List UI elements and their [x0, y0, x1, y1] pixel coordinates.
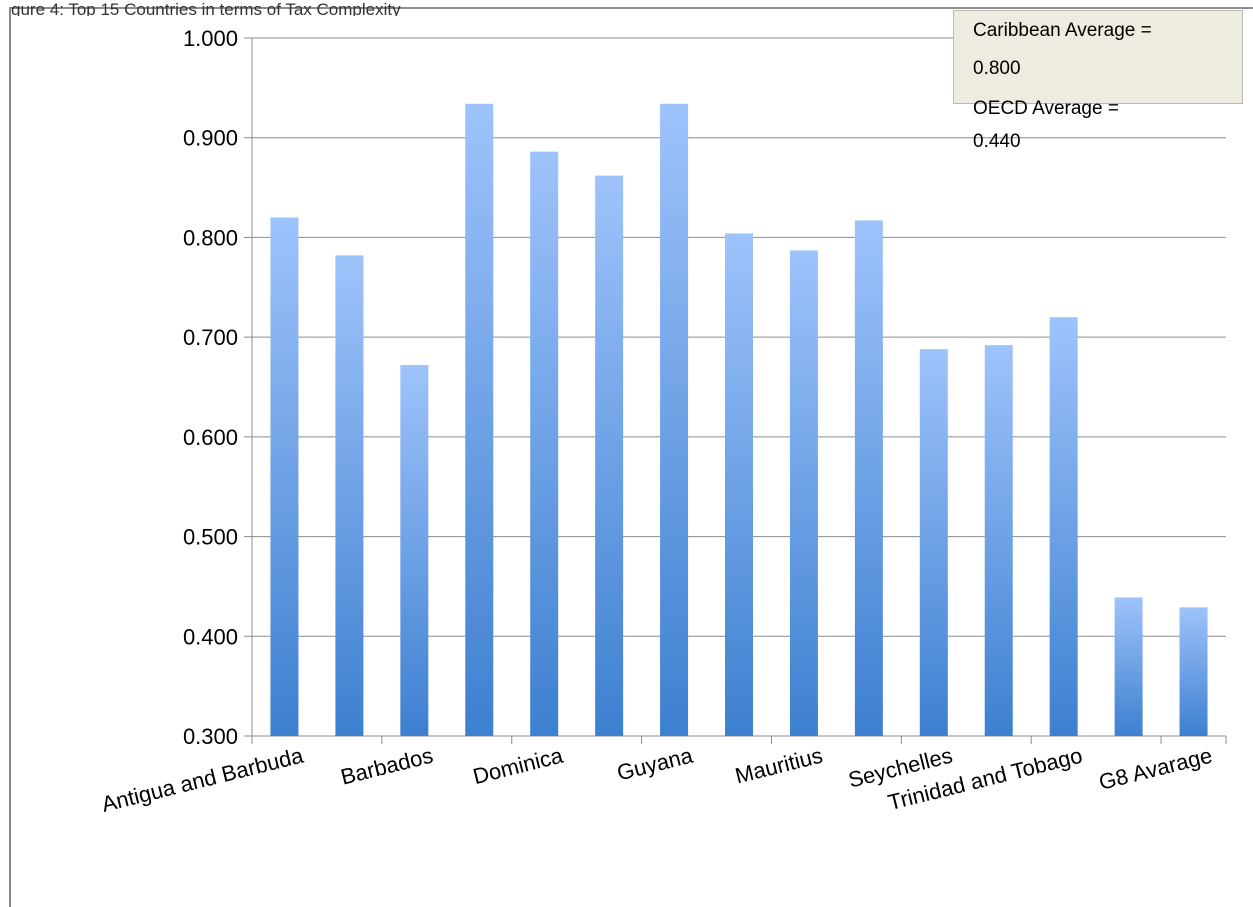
y-tick-label: 0.700	[183, 325, 238, 350]
x-category-label: Antigua and Barbuda	[99, 742, 306, 816]
bar	[270, 217, 299, 736]
bar	[465, 103, 494, 737]
y-tick-label: 0.600	[183, 425, 238, 450]
bar	[984, 345, 1013, 736]
bar	[400, 365, 429, 736]
cut-off-caption: gure 4: Top 15 Countries in terms of Tax…	[11, 0, 401, 16]
caribbean-average-label: Caribbean Average =	[973, 20, 1152, 41]
x-category-label: G8 Avarage	[1096, 743, 1214, 795]
bar	[660, 103, 689, 737]
y-tick-label: 0.300	[183, 724, 238, 749]
y-tick-label: 0.900	[183, 126, 238, 151]
oecd-average-label: OECD Average =	[973, 98, 1119, 119]
y-tick-label: 0.400	[183, 624, 238, 649]
x-category-label: Mauritius	[732, 743, 825, 789]
bar	[789, 250, 818, 737]
bar	[919, 349, 948, 736]
bar	[1179, 607, 1208, 736]
bar	[854, 220, 883, 736]
bars	[270, 103, 1208, 737]
annotation-box	[953, 10, 1243, 104]
y-tick-label: 1.000	[183, 26, 238, 51]
chart-frame: gure 4: Top 15 Countries in terms of Tax…	[9, 0, 1253, 907]
bar	[1049, 317, 1078, 736]
caribbean-average-value: 0.800	[973, 58, 1021, 79]
x-category-label: Barbados	[338, 743, 435, 790]
y-tick-labels: 0.300 0.400 0.500 0.600 0.700 0.800 0.900 1.000	[183, 26, 238, 749]
bar	[595, 175, 624, 736]
bar	[530, 151, 559, 736]
x-category-label: Guyana	[614, 742, 696, 785]
bar	[1114, 597, 1143, 736]
y-tick-label: 0.500	[183, 525, 238, 550]
oecd-average-value: 0.440	[973, 131, 1021, 152]
bar	[725, 233, 753, 736]
y-tick-label: 0.800	[183, 225, 238, 250]
x-category-labels: Antigua and Barbuda Barbados Dominica Guyan…	[99, 742, 1215, 816]
x-category-label: Dominica	[470, 742, 566, 789]
bar	[335, 255, 364, 736]
